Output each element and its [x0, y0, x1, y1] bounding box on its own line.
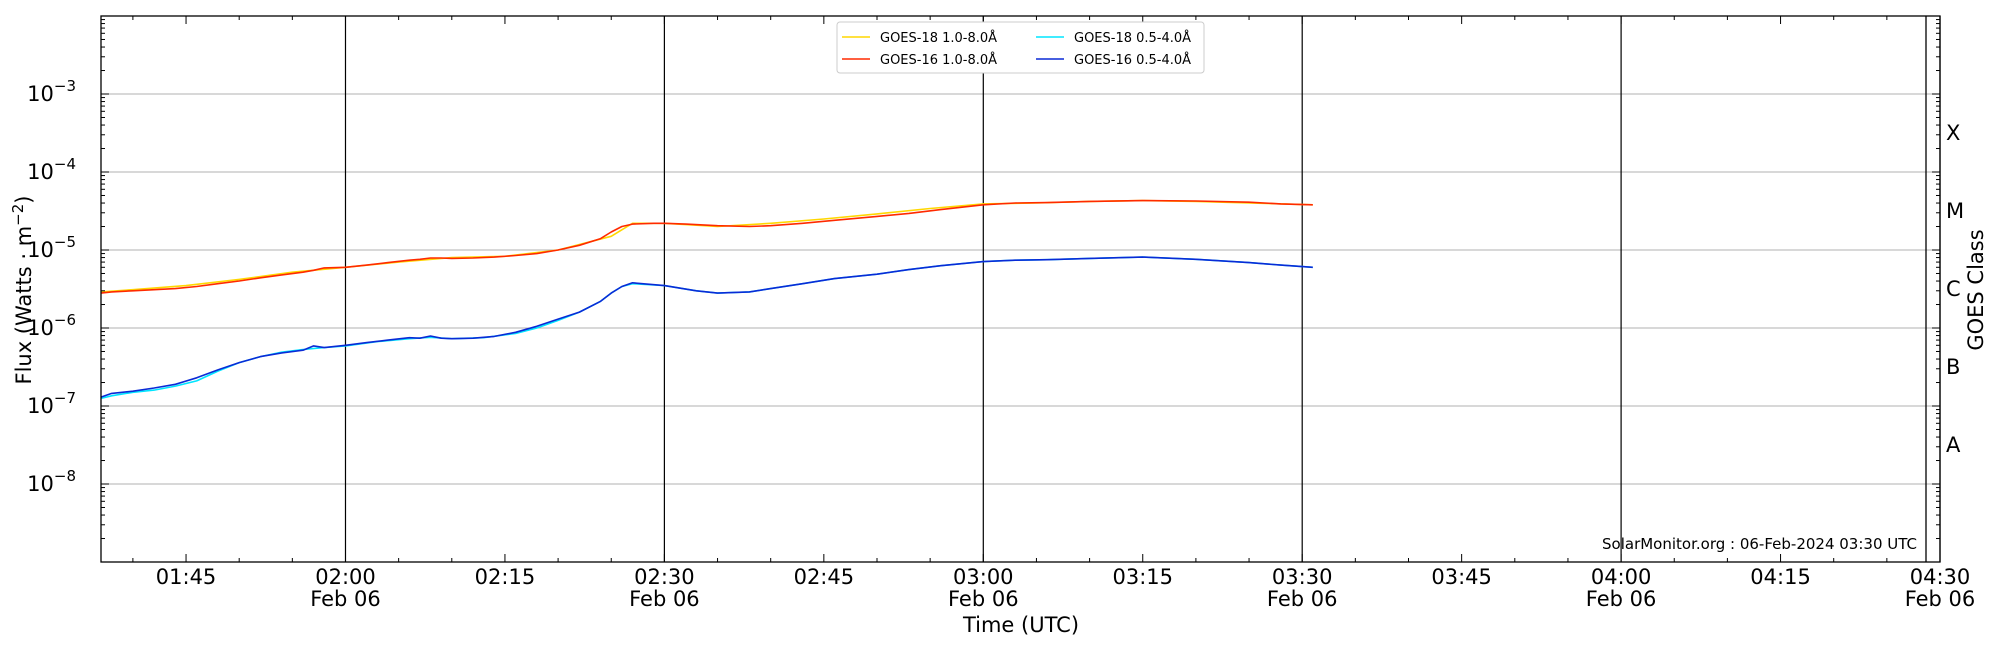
y-axis-title: Flux (Watts · m−2) — [9, 195, 36, 384]
goes-class-label: M — [1946, 199, 1964, 223]
series-line — [100, 199, 1313, 293]
axis-ticks — [101, 16, 1941, 563]
gridlines — [101, 93, 1940, 485]
goes-class-label: B — [1946, 355, 1960, 379]
y-tick-label: 10−4 — [27, 155, 76, 184]
x-tick-time-label: 03:45 — [1431, 565, 1492, 589]
y-tick-label: 10−6 — [27, 311, 76, 340]
y-tick-label: 10−7 — [27, 389, 76, 418]
legend: GOES-18 1.0-8.0Å GOES-16 1.0-8.0Å GOES-18 … — [836, 21, 1205, 74]
x-tick-time-label: 04:15 — [1750, 565, 1811, 589]
plot-frame — [100, 15, 1941, 563]
x-tick-time-label: 02:15 — [475, 565, 536, 589]
x-tick-date-label: Feb 06 — [629, 587, 700, 611]
y-tick-label: 10−3 — [27, 77, 76, 106]
goes-class-label: A — [1946, 433, 1961, 457]
x-tick-time-label: 02:45 — [794, 565, 855, 589]
x-tick-date-label: Feb 06 — [948, 587, 1019, 611]
x-tick-time-label: 03:15 — [1112, 565, 1173, 589]
y-tick-label: 10−5 — [27, 233, 76, 262]
legend-label: GOES-16 0.5-4.0Å — [1074, 52, 1191, 68]
goes-class-label: C — [1946, 277, 1961, 301]
x-tick-time-label: 04:00 — [1591, 565, 1652, 589]
series-line — [100, 256, 1313, 398]
y-tick-label: 10−8 — [27, 467, 76, 496]
x-tick-time-label: 02:00 — [315, 565, 376, 589]
y2-axis-title: GOES Class — [1964, 229, 1988, 350]
goes-class-label: X — [1946, 121, 1960, 145]
x-tick-time-label: 04:30 — [1910, 565, 1971, 589]
legend-label: GOES-18 0.5-4.0Å — [1074, 30, 1191, 46]
legend-box — [836, 21, 1205, 74]
x-tick-date-label: Feb 06 — [310, 587, 381, 611]
legend-label: GOES-18 1.0-8.0Å — [880, 30, 997, 46]
x-tick-date-label: Feb 06 — [1586, 587, 1657, 611]
x-tick-date-label: Feb 06 — [1905, 587, 1976, 611]
x-tick-time-label: 02:30 — [634, 565, 695, 589]
x-tick-time-label: 03:00 — [953, 565, 1014, 589]
y-tick-labels: 10−8 10−7 10−6 10−5 10−4 10−3 — [27, 77, 76, 496]
x-tick-time-label: 03:30 — [1272, 565, 1333, 589]
credit-text: SolarMonitor.org : 06-Feb-2024 03:30 UTC — [1602, 535, 1917, 553]
legend-label: GOES-16 1.0-8.0Å — [880, 52, 997, 68]
series-line — [100, 199, 1313, 294]
x-tick-date-label: Feb 06 — [1267, 587, 1338, 611]
date-vertical-lines — [344, 16, 1941, 562]
goes-class-labels: A B C M X — [1946, 121, 1964, 457]
x-tick-time-label: 01:45 — [156, 565, 217, 589]
x-axis-title: Time (UTC) — [962, 613, 1079, 637]
series-lines — [100, 199, 1313, 400]
